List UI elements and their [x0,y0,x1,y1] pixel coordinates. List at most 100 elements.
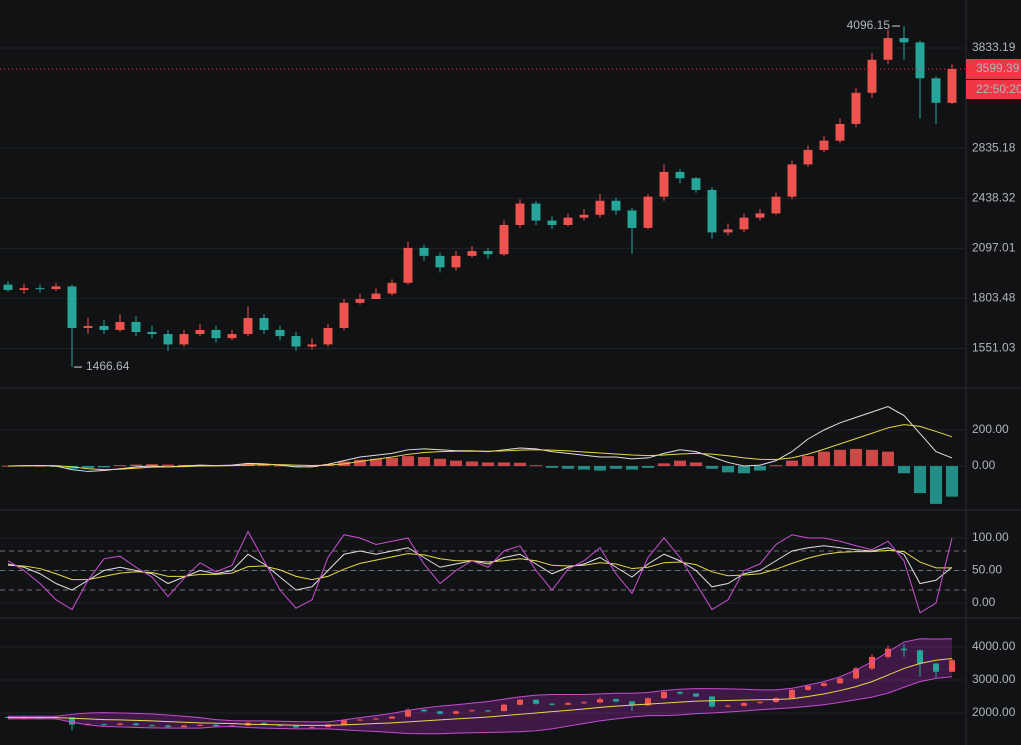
macd-bar [626,466,638,470]
macd-bar [914,466,926,494]
candle-body [883,38,893,60]
candle-body [421,709,427,712]
candle-body [643,196,653,228]
candle-body [467,251,477,256]
y-tick-label: 0.00 [972,595,996,609]
candle-body [275,329,285,337]
macd-bar [130,464,142,467]
candle-body [437,711,443,714]
candle-body [853,668,859,679]
candle-body [165,725,171,728]
candle-body [595,200,605,215]
candle-body [869,656,875,669]
candle-body [819,140,829,150]
y-tick-label: 200.00 [972,422,1009,436]
candle-body [741,703,747,706]
candle-body [259,318,269,330]
candle-body [917,650,923,664]
y-tick-label: 3000.00 [972,672,1016,686]
macd-bar [690,462,702,467]
candle-body [355,299,365,303]
candle-body [627,210,637,228]
candle-body [949,660,955,672]
candle-body [579,214,589,218]
macd-bar [386,457,398,467]
candle-body [611,200,621,211]
kdj-line [7,530,953,614]
candle-body [661,691,667,699]
y-tick-label: 100.00 [972,530,1009,544]
upper-band [8,638,953,723]
macd-bar [482,462,494,467]
y-tick-label: 2835.18 [972,140,1016,154]
candle-body [179,334,189,345]
candle-body [773,698,779,703]
countdown-label: 22:50:20 [976,82,1021,96]
middle-band [8,658,953,726]
candle-body [835,123,845,141]
kdj-line [7,545,953,591]
macd-bar [818,451,830,467]
candle-body [227,334,237,339]
macd-bar [178,464,190,467]
candle-body [851,92,861,124]
macd-bar [834,449,846,467]
candle-body [389,716,395,719]
macd-bar [514,462,526,467]
candle-body [787,164,797,197]
last-price-badge [966,58,1021,79]
y-tick-label: 2097.01 [972,241,1016,255]
macd-bar [402,456,414,467]
candle-body [373,718,379,720]
candle-body [547,220,557,225]
candle-body [581,702,587,704]
macd-bar [706,466,718,469]
candle-body [693,693,699,697]
lower-band [8,676,953,735]
candle-body [387,282,397,294]
candle-body [677,691,683,694]
macd-bar [658,463,670,467]
macd-bar [610,466,622,469]
candle-body [51,286,61,290]
candle-body [709,696,715,707]
candle-body [309,727,315,729]
candle-body [915,42,925,79]
candle-body [3,284,13,290]
candle-body [115,321,125,330]
y-tick-label: 2438.32 [972,190,1016,204]
macd-bar [370,458,382,467]
y-tick-label: 3833.19 [972,40,1016,54]
candle-body [181,725,187,728]
y-tick-label: 4000.00 [972,639,1016,653]
candle-body [403,247,413,283]
macd-bar [114,465,126,467]
candle-body [885,648,891,657]
macd-bar [770,465,782,467]
candle-body [293,725,299,728]
macd-bar [898,466,910,474]
macd-bar [930,466,942,504]
macd-bar [434,458,446,467]
candle-body [483,251,493,255]
macd-bar [754,466,766,471]
candle-body [147,331,157,335]
candle-body [83,325,93,328]
candle-body [69,717,75,725]
candle-body [933,663,939,672]
candle-body [243,318,253,335]
macd-bar [562,466,574,469]
macd-bar [546,466,558,468]
candle-body [357,719,363,721]
candle-body [533,699,539,704]
candle-body [213,724,219,727]
candle-body [485,710,491,712]
macd-bar [466,461,478,467]
candle-body [101,724,107,726]
candle-body [723,229,733,233]
candle-body [805,685,811,690]
candle-body [739,217,749,230]
candle-body [291,336,301,347]
macd-bar [354,459,366,467]
